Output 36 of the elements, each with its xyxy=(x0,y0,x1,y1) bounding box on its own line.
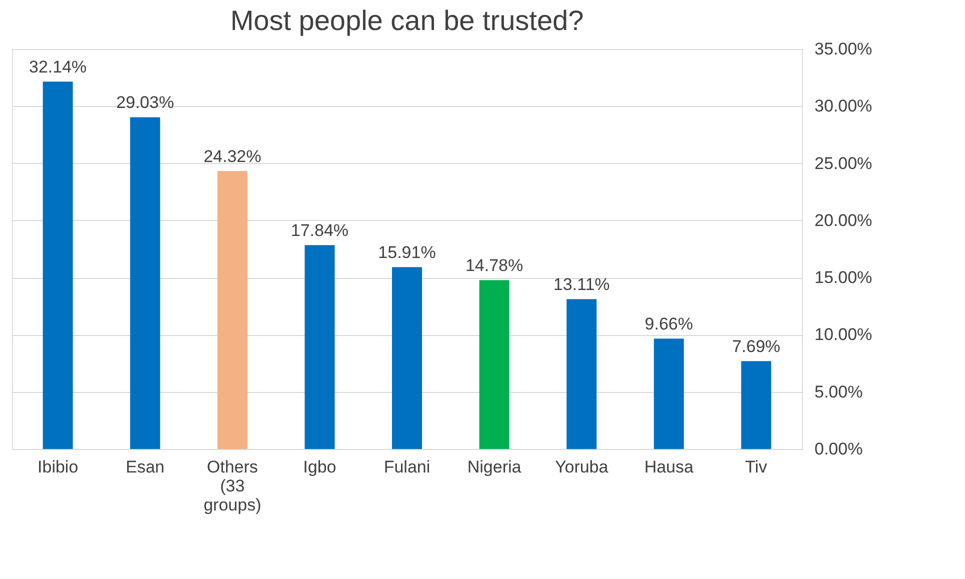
data-label: 13.11% xyxy=(553,275,610,294)
bar xyxy=(479,280,510,449)
data-label: 32.14% xyxy=(28,58,87,77)
x-tick-label: Fulani xyxy=(384,458,430,476)
x-tick-label: Nigeria xyxy=(467,458,522,476)
y-tick-label: 25.00% xyxy=(814,154,872,173)
y-tick-label: 5.00% xyxy=(814,382,863,402)
y-tick-label: 20.00% xyxy=(814,210,872,230)
bar xyxy=(304,245,335,449)
data-label: 17.84% xyxy=(290,221,349,240)
x-tick-label: Others (33 groups) xyxy=(204,458,262,514)
y-tick-label: 15.00% xyxy=(814,268,872,288)
bar xyxy=(741,361,772,449)
x-tick-label: Ibibio xyxy=(38,458,78,476)
x-tick-label: Hausa xyxy=(644,458,694,476)
bar xyxy=(130,117,160,449)
data-label: 7.69% xyxy=(732,337,780,356)
y-tick-label: 30.00% xyxy=(814,96,872,116)
x-tick-label: Yoruba xyxy=(554,458,609,476)
data-label: 24.32% xyxy=(204,147,262,166)
bar xyxy=(392,267,422,449)
bar xyxy=(566,299,597,449)
x-tick-label: Tiv xyxy=(745,458,768,476)
y-tick-label: 0.00% xyxy=(814,440,863,458)
y-tick-label: 35.00% xyxy=(814,40,872,58)
data-label: 14.78% xyxy=(465,256,524,276)
bar xyxy=(217,171,248,449)
bar xyxy=(42,82,73,449)
chart-title: Most people can be trusted? xyxy=(230,5,584,36)
y-tick-label: 10.00% xyxy=(814,325,872,344)
data-label: 15.91% xyxy=(378,243,436,262)
data-label: 29.03% xyxy=(116,93,174,112)
x-tick-label: Igbo xyxy=(303,458,336,476)
x-tick-label: Esan xyxy=(126,458,164,476)
bar xyxy=(654,338,684,449)
data-label: 9.66% xyxy=(644,314,693,334)
